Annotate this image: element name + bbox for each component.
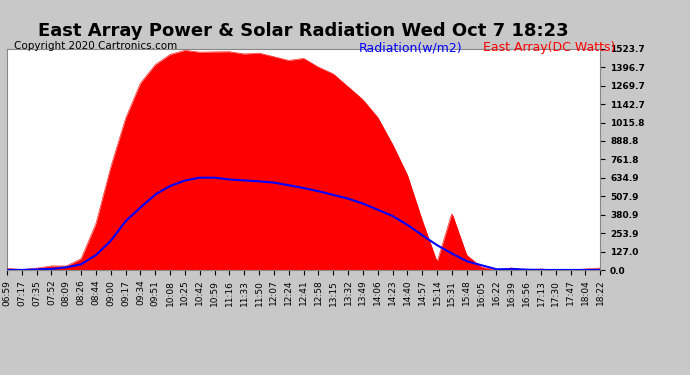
Text: East Array(DC Watts): East Array(DC Watts) (483, 41, 615, 54)
Text: Copyright 2020 Cartronics.com: Copyright 2020 Cartronics.com (14, 41, 177, 51)
Text: Radiation(w/m2): Radiation(w/m2) (359, 41, 462, 54)
Text: East Array Power & Solar Radiation Wed Oct 7 18:23: East Array Power & Solar Radiation Wed O… (38, 22, 569, 40)
